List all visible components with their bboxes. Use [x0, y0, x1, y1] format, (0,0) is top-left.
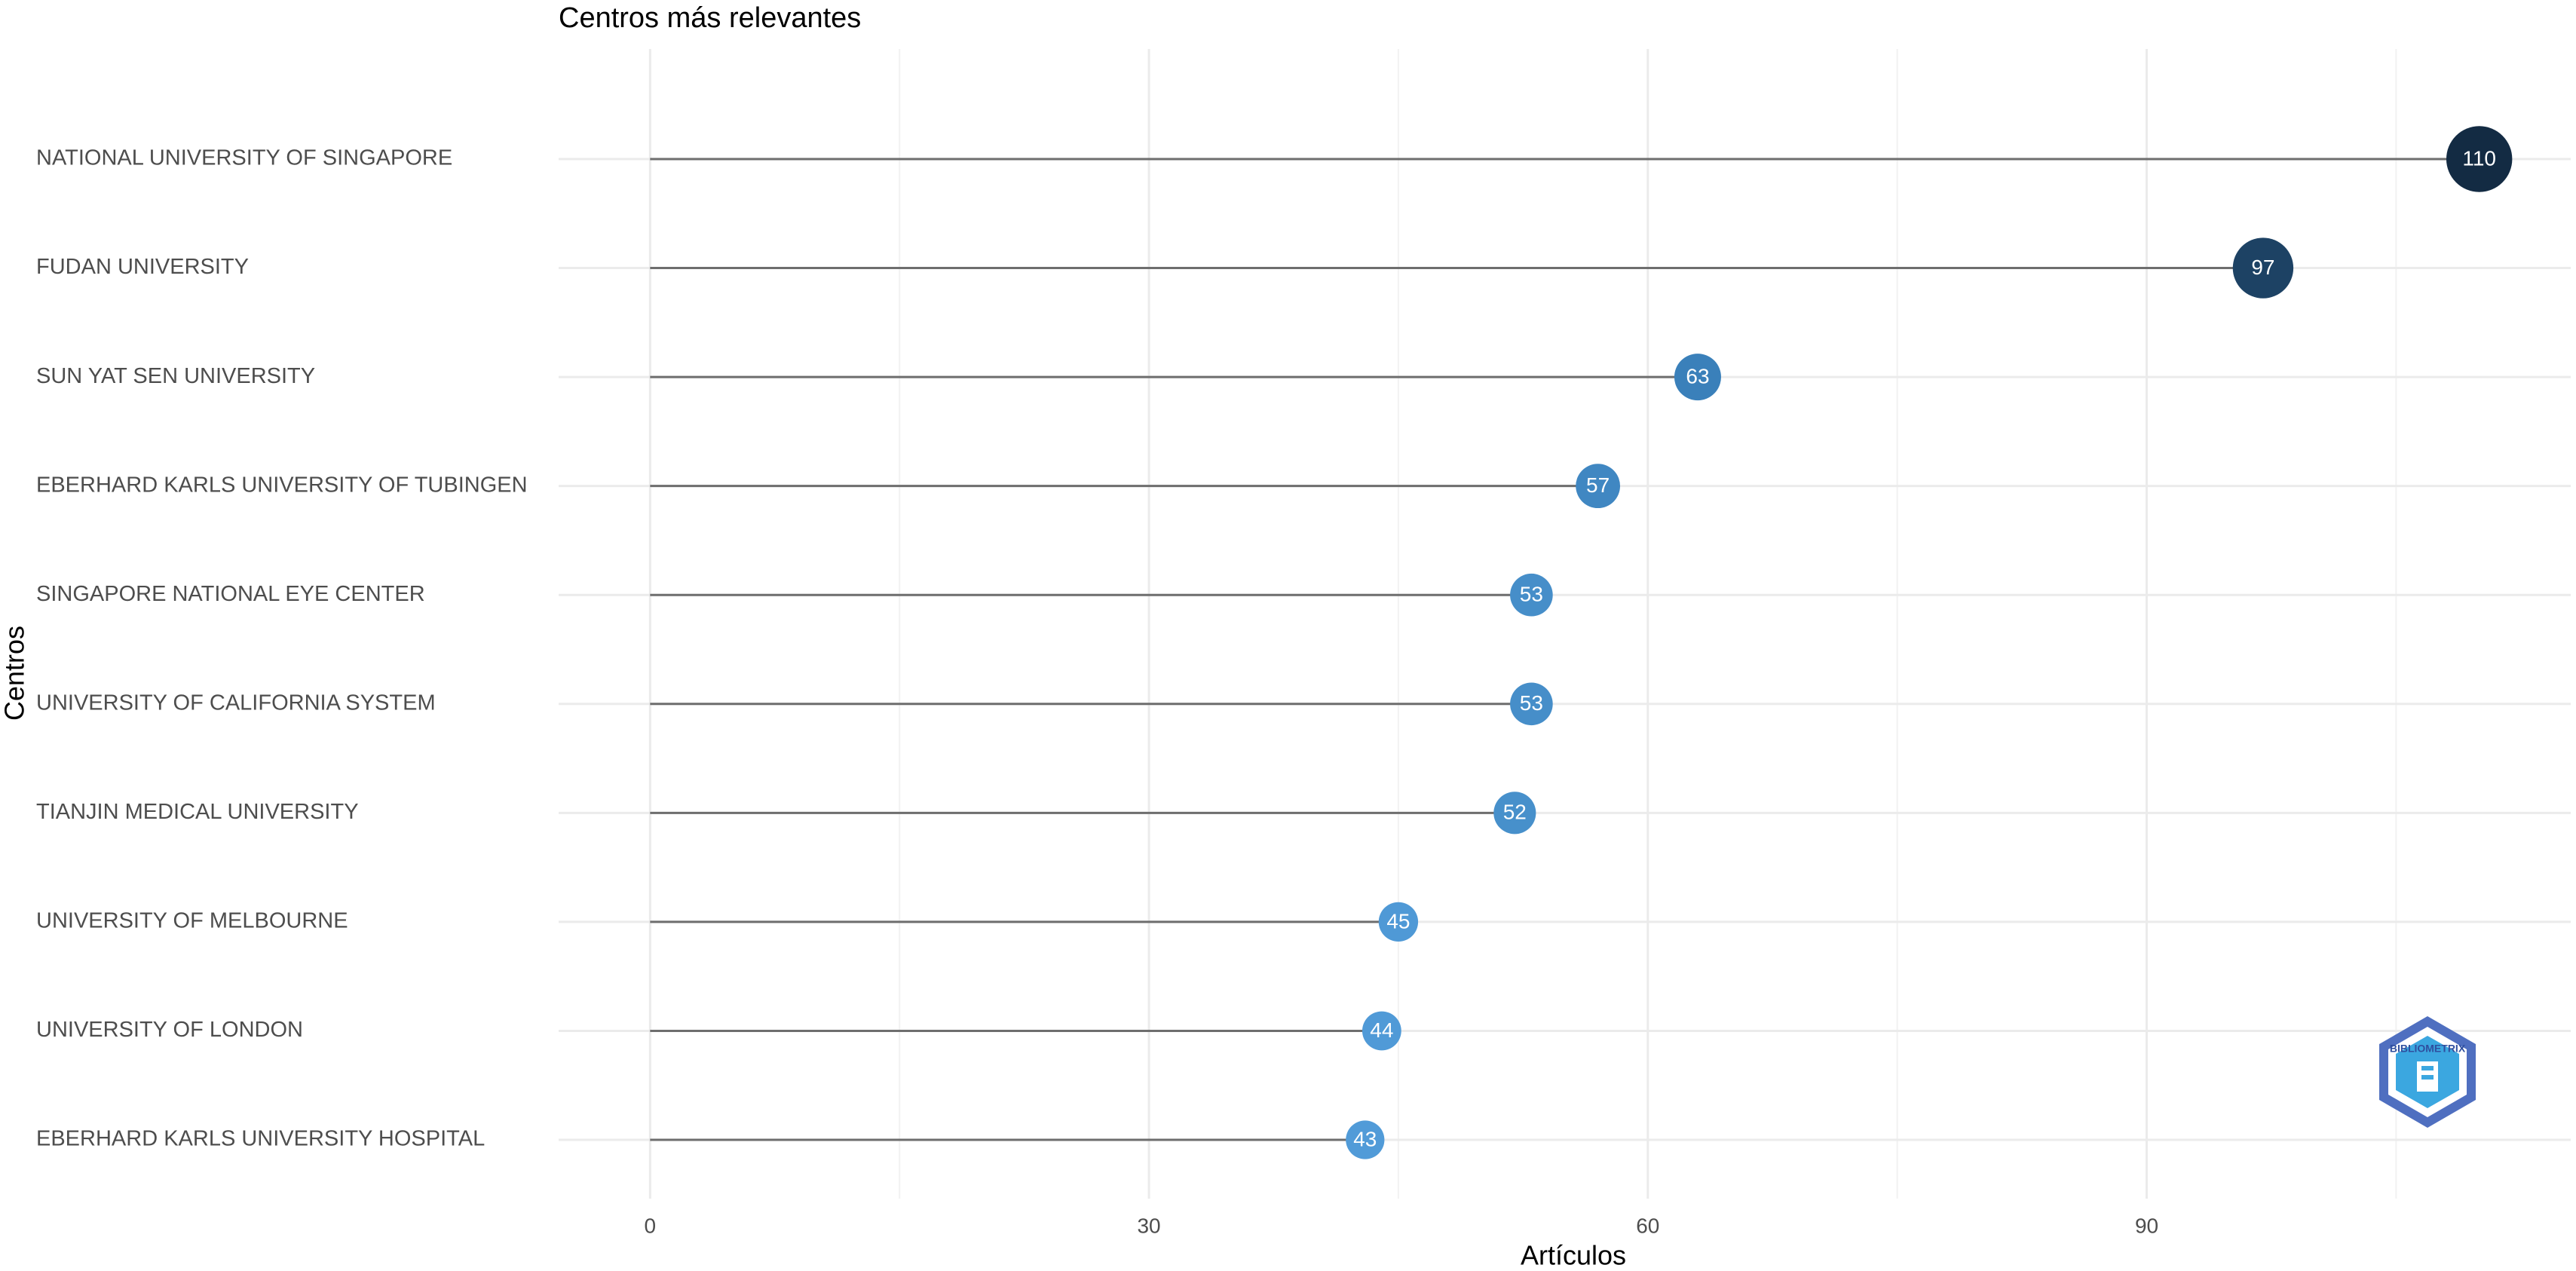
y-tick-label: SINGAPORE NATIONAL EYE CENTER: [36, 582, 425, 606]
y-tick-label: FUDAN UNIVERSITY: [36, 255, 249, 279]
dot: [2232, 237, 2294, 299]
value-label: 53: [1520, 691, 1543, 715]
dot: [1493, 792, 1536, 835]
y-axis-title: Centros: [0, 626, 30, 721]
y-tick-label: EBERHARD KARLS UNIVERSITY HOSPITAL: [36, 1127, 485, 1151]
logo: BIBLIOMETRIX: [2379, 1016, 2476, 1128]
value-label: 97: [2251, 256, 2274, 279]
dot: [1576, 464, 1621, 509]
y-tick-label: NATIONAL UNIVERSITY OF SINGAPORE: [36, 146, 452, 170]
y-tick-label: EBERHARD KARLS UNIVERSITY OF TUBINGEN: [36, 473, 528, 497]
dot: [1378, 902, 1419, 942]
chart-title: Centros más relevantes: [559, 2, 861, 34]
y-tick-label: TIANJIN MEDICAL UNIVERSITY: [36, 800, 359, 824]
x-tick-label: 30: [1137, 1214, 1160, 1237]
y-tick-label: SUN YAT SEN UNIVERSITY: [36, 364, 315, 388]
value-label: 45: [1386, 909, 1410, 933]
dot: [1510, 682, 1553, 726]
y-tick-label: UNIVERSITY OF MELBOURNE: [36, 909, 348, 933]
value-label: 57: [1586, 473, 1610, 497]
x-axis-title: Artículos: [1521, 1240, 1626, 1271]
y-tick-label: UNIVERSITY OF LONDON: [36, 1018, 303, 1042]
value-label: 44: [1370, 1018, 1393, 1042]
value-label: 63: [1686, 365, 1709, 388]
dot: [2446, 126, 2513, 192]
dot: [1362, 1011, 1401, 1051]
dot: [1346, 1120, 1385, 1159]
dot: [1674, 354, 1721, 401]
x-tick-label: 90: [2135, 1214, 2158, 1237]
logo-text: BIBLIOMETRIX: [2390, 1043, 2466, 1055]
value-label: 53: [1520, 583, 1543, 606]
value-label: 52: [1503, 801, 1527, 824]
x-tick-label: 0: [645, 1214, 657, 1237]
y-tick-label: UNIVERSITY OF CALIFORNIA SYSTEM: [36, 691, 436, 715]
value-label: 43: [1353, 1127, 1377, 1150]
dot: [1510, 573, 1553, 617]
value-label: 110: [2462, 146, 2496, 170]
x-tick-label: 60: [1636, 1214, 1659, 1237]
